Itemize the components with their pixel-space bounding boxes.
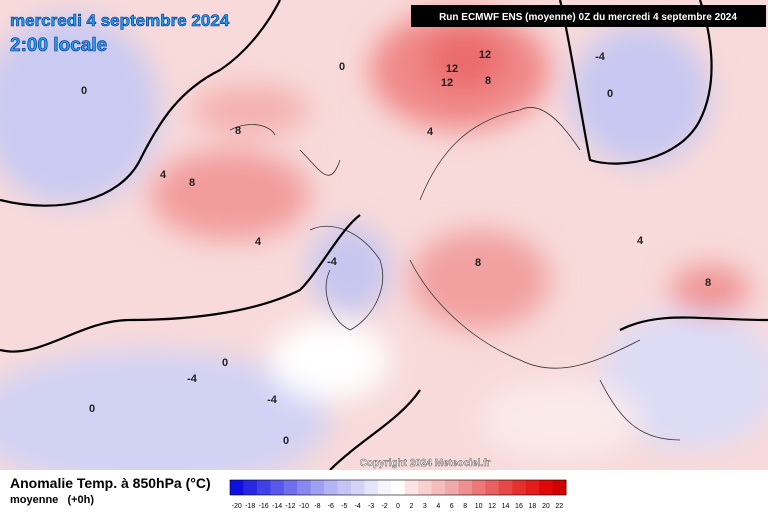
contour-label: 0 bbox=[607, 88, 613, 100]
colorbar-tick-label: -12 bbox=[285, 503, 295, 510]
colorbar-tick-label: -16 bbox=[259, 503, 269, 510]
colorbar-tick-label: -14 bbox=[272, 503, 282, 510]
colorbar-swatch bbox=[270, 480, 285, 495]
colorbar-tick-label: -20 bbox=[232, 503, 242, 510]
colorbar-swatch bbox=[350, 480, 365, 495]
contour-label: -4 bbox=[595, 51, 606, 63]
colorbar-swatch bbox=[256, 480, 271, 495]
colorbar-tick-label: 18 bbox=[529, 503, 537, 510]
temperature-field bbox=[0, 0, 768, 490]
colorbar-swatch bbox=[498, 480, 513, 495]
colorbar: -20 -18 -16 -14 -12 -10 -8 -6 -5 -4 -3 -2 0 2 3 4 6 8 10 12… bbox=[229, 479, 567, 510]
contour-label: 4 bbox=[160, 169, 167, 181]
colorbar-swatch bbox=[377, 480, 392, 495]
date-label: mercredi 4 septembre 2024 bbox=[10, 11, 230, 30]
colorbar-swatch bbox=[552, 480, 567, 495]
contour-label: 0 bbox=[81, 85, 87, 97]
colorbar-tick-label: -5 bbox=[341, 503, 347, 510]
colorbar-tick-label: -2 bbox=[381, 503, 387, 510]
coastlines bbox=[229, 107, 681, 441]
colorbar-tick-label: 16 bbox=[515, 503, 523, 510]
contour-label: 12 bbox=[479, 49, 491, 61]
footer-subtitle: moyenne (+0h) bbox=[10, 494, 94, 506]
colorbar-tick-label: 4 bbox=[436, 503, 440, 510]
contour-label: 8 bbox=[485, 75, 491, 87]
colorbar-swatch bbox=[431, 480, 446, 495]
contour-label: 4 bbox=[255, 236, 262, 248]
colorbar-swatch bbox=[230, 480, 244, 495]
contour-label: 4 bbox=[637, 235, 644, 247]
colorbar-swatch bbox=[445, 480, 459, 495]
colorbar-swatch bbox=[471, 480, 486, 495]
contour-label: -4 bbox=[327, 256, 338, 268]
colorbar-tick-label: 14 bbox=[502, 503, 510, 510]
contour-label: 0 bbox=[89, 403, 95, 415]
colorbar-tick-label: 6 bbox=[450, 503, 454, 510]
contour-label: 8 bbox=[475, 257, 481, 269]
run-box bbox=[411, 5, 766, 27]
colorbar-tick-label: 12 bbox=[488, 503, 496, 510]
zero-contours bbox=[0, 0, 768, 471]
colorbar-frame bbox=[229, 479, 567, 496]
colorbar-swatch bbox=[418, 480, 433, 495]
contour-label: 8 bbox=[235, 125, 241, 137]
contour-label: -4 bbox=[267, 394, 278, 406]
contour-label: 8 bbox=[705, 277, 711, 289]
contour-label: 0 bbox=[222, 357, 228, 369]
colorbar-tick-label: 2 bbox=[409, 503, 413, 510]
colorbar-tick-label: 22 bbox=[555, 503, 563, 510]
colorbar-swatch bbox=[485, 480, 500, 495]
time-label: 2:00 locale bbox=[10, 35, 107, 56]
colorbar-swatch bbox=[458, 480, 473, 495]
colorbar-swatch bbox=[310, 480, 325, 495]
colorbar-swatch bbox=[297, 480, 312, 495]
colorbar-swatch bbox=[324, 480, 339, 495]
colorbar-tick-label: -10 bbox=[299, 503, 309, 510]
contour-label: 4 bbox=[427, 126, 434, 138]
colorbar-tick-label: 8 bbox=[463, 503, 467, 510]
colorbar-swatch bbox=[283, 480, 298, 495]
colorbar-swatch bbox=[337, 480, 352, 495]
colorbar-tick-label: -8 bbox=[314, 503, 320, 510]
colorbar-tick-label: 0 bbox=[396, 503, 400, 510]
colorbar-tick-label: 20 bbox=[542, 503, 550, 510]
colorbar-tick-label: -3 bbox=[368, 503, 374, 510]
contour-label: 8 bbox=[189, 177, 195, 189]
contour-label: 12 bbox=[441, 77, 453, 89]
colorbar-swatch bbox=[243, 480, 258, 495]
colorbar-tick-label: -4 bbox=[355, 503, 361, 510]
contour-label: 0 bbox=[283, 435, 289, 447]
contour-labels: 12 12 12 8 8 8 8 8 4 4 4 4 0 0 0 0 -4 -4 -4 -4 0 0 bbox=[81, 49, 711, 447]
colorbar-swatch bbox=[525, 480, 540, 495]
colorbar-swatch bbox=[391, 480, 406, 495]
colorbar-tick-label: 10 bbox=[475, 503, 483, 510]
colorbar-tick-label: -6 bbox=[328, 503, 334, 510]
colorbar-tick-label: -18 bbox=[245, 503, 255, 510]
run-info: Run ECMWF ENS (moyenne) 0Z du mercredi 4… bbox=[439, 12, 737, 23]
contour-label: 0 bbox=[339, 61, 345, 73]
copyright: Copyright 2024 Meteociel.fr bbox=[360, 458, 491, 469]
contour-label: -4 bbox=[187, 373, 198, 385]
colorbar-swatch bbox=[364, 480, 379, 495]
contour-label: 12 bbox=[446, 63, 458, 75]
footer-title: Anomalie Temp. à 850hPa (°C) bbox=[10, 475, 211, 491]
colorbar-swatch bbox=[512, 480, 527, 495]
colorbar-swatch bbox=[404, 480, 419, 495]
colorbar-swatch bbox=[539, 480, 554, 495]
colorbar-tick-label: 3 bbox=[423, 503, 427, 510]
